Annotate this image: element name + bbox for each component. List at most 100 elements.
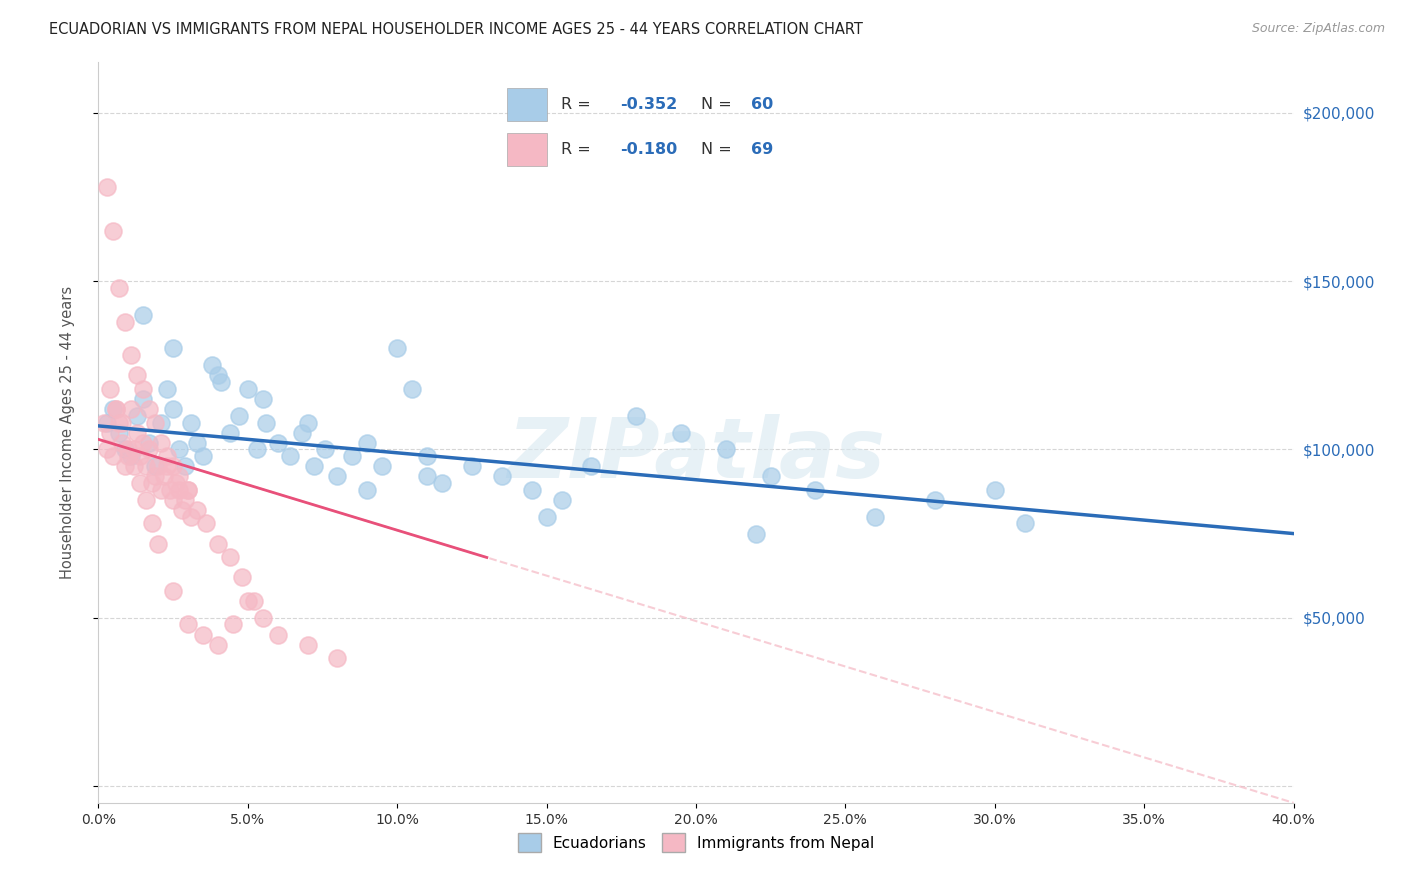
Point: [267, 627, 290, 641]
Point: [129, 476, 152, 491]
Point: [127, 409, 149, 423]
Point: [228, 409, 250, 423]
Point: [132, 308, 155, 322]
Point: [924, 492, 946, 507]
Point: [174, 492, 197, 507]
Point: [186, 503, 208, 517]
Point: [120, 348, 142, 362]
Point: [165, 476, 187, 491]
Point: [219, 550, 242, 565]
Point: [195, 516, 218, 531]
Point: [127, 368, 149, 383]
Point: [156, 459, 179, 474]
Legend: Ecuadorians, Immigrants from Nepal: Ecuadorians, Immigrants from Nepal: [512, 827, 880, 858]
Point: [581, 459, 603, 474]
Point: [207, 536, 229, 550]
Point: [536, 509, 558, 524]
Point: [191, 627, 214, 641]
Point: [177, 617, 200, 632]
Point: [356, 435, 378, 450]
Point: [291, 425, 314, 440]
Point: [267, 435, 290, 450]
Point: [297, 638, 319, 652]
Point: [180, 509, 202, 524]
Point: [209, 375, 232, 389]
Point: [626, 409, 648, 423]
Text: Source: ZipAtlas.com: Source: ZipAtlas.com: [1251, 22, 1385, 36]
Point: [114, 314, 136, 328]
Point: [430, 476, 453, 491]
Point: [148, 459, 170, 474]
Point: [302, 459, 325, 474]
Point: [236, 382, 259, 396]
Point: [550, 492, 572, 507]
Point: [491, 469, 513, 483]
Point: [96, 180, 118, 194]
Point: [297, 416, 319, 430]
Point: [141, 476, 163, 491]
Point: [252, 610, 274, 624]
Point: [231, 570, 253, 584]
Point: [138, 402, 160, 417]
Point: [984, 483, 1007, 497]
Point: [207, 638, 229, 652]
Point: [159, 483, 181, 497]
Point: [174, 459, 197, 474]
Point: [219, 425, 242, 440]
Point: [120, 449, 142, 463]
Point: [108, 281, 131, 295]
Point: [326, 469, 349, 483]
Point: [150, 483, 173, 497]
Point: [141, 516, 163, 531]
Point: [236, 594, 259, 608]
Point: [162, 583, 184, 598]
Point: [162, 492, 184, 507]
Point: [117, 449, 139, 463]
Text: ZIPatlas: ZIPatlas: [508, 414, 884, 495]
Point: [461, 459, 484, 474]
Point: [138, 442, 160, 457]
Point: [1014, 516, 1036, 531]
Point: [124, 442, 146, 457]
Point: [207, 368, 229, 383]
Point: [132, 382, 155, 396]
Point: [865, 509, 887, 524]
Y-axis label: Householder Income Ages 25 - 44 years: Householder Income Ages 25 - 44 years: [60, 286, 75, 579]
Point: [114, 442, 136, 457]
Point: [222, 617, 245, 632]
Point: [254, 416, 277, 430]
Point: [356, 483, 378, 497]
Point: [162, 342, 184, 356]
Point: [385, 342, 409, 356]
Point: [143, 416, 166, 430]
Point: [162, 459, 184, 474]
Point: [342, 449, 364, 463]
Point: [108, 416, 131, 430]
Point: [127, 425, 149, 440]
Point: [93, 416, 115, 430]
Point: [108, 425, 131, 440]
Point: [117, 442, 139, 457]
Point: [180, 416, 202, 430]
Point: [138, 435, 160, 450]
Point: [103, 224, 125, 238]
Point: [96, 442, 118, 457]
Point: [98, 382, 122, 396]
Point: [148, 536, 170, 550]
Point: [759, 469, 782, 483]
Point: [167, 469, 190, 483]
Point: [172, 503, 194, 517]
Point: [150, 416, 173, 430]
Point: [105, 402, 128, 417]
Point: [162, 402, 184, 417]
Point: [278, 449, 301, 463]
Point: [326, 651, 349, 665]
Point: [135, 492, 157, 507]
Point: [371, 459, 394, 474]
Point: [177, 483, 200, 497]
Point: [252, 392, 274, 406]
Point: [98, 425, 122, 440]
Point: [416, 469, 439, 483]
Point: [186, 435, 208, 450]
Point: [124, 459, 146, 474]
